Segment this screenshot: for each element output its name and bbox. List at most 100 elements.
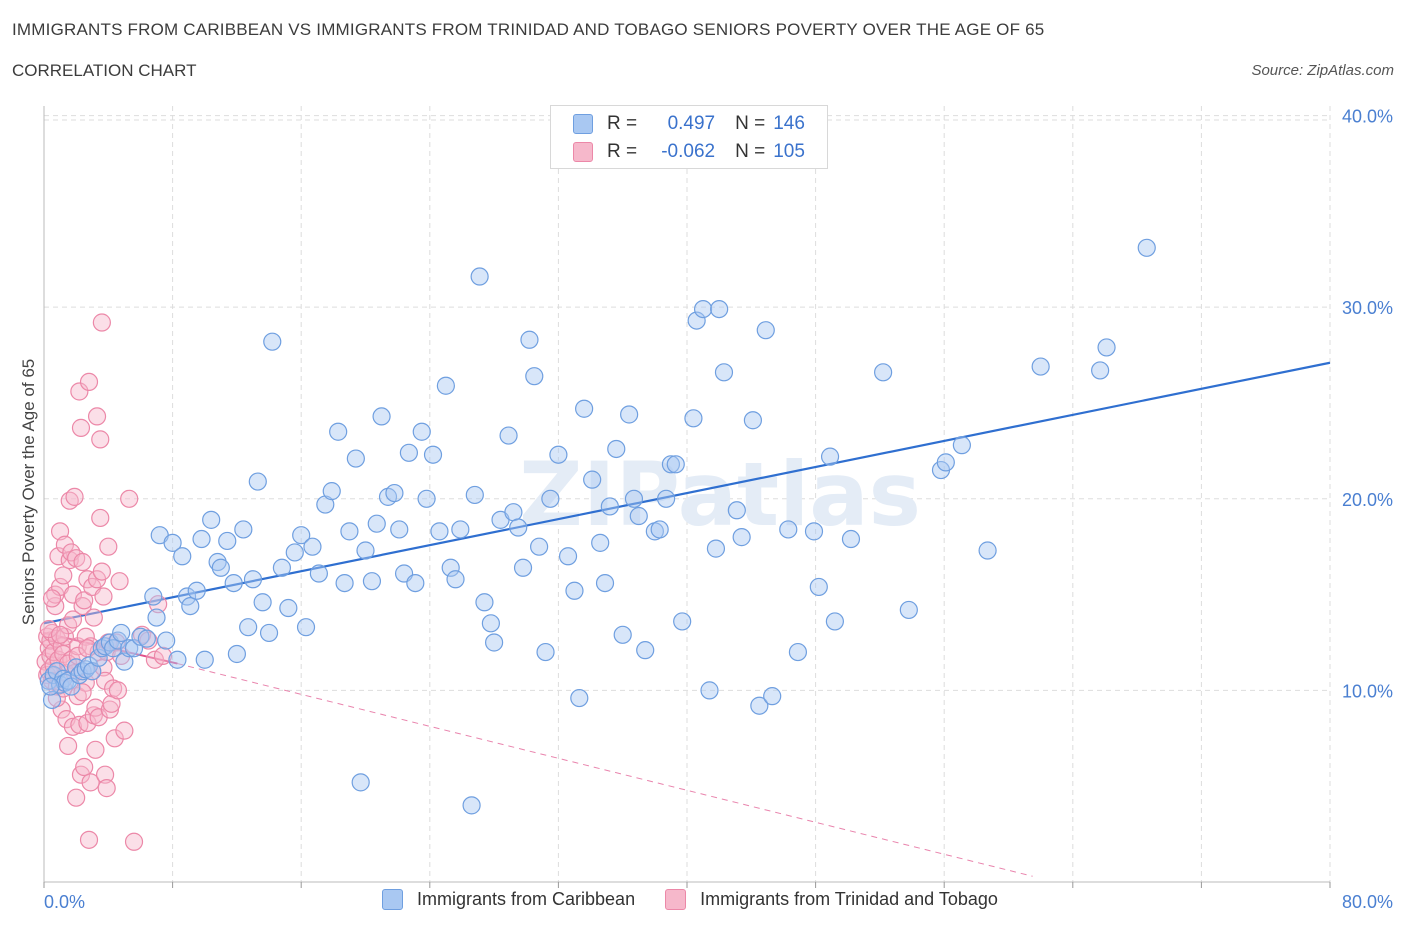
data-point-trinidad: [86, 740, 105, 759]
data-point-caribbean: [809, 577, 828, 597]
data-point-caribbean: [372, 407, 391, 426]
data-point-caribbean: [841, 529, 861, 549]
data-point-caribbean: [243, 570, 263, 589]
data-point-caribbean: [874, 363, 893, 382]
data-point-caribbean: [137, 629, 156, 648]
data-point-caribbean: [549, 445, 568, 464]
data-point-caribbean: [362, 572, 382, 591]
data-point-trinidad: [42, 589, 62, 608]
data-point-caribbean: [259, 623, 279, 643]
data-point-caribbean: [687, 311, 706, 330]
data-point-caribbean: [788, 642, 808, 662]
data-point-caribbean: [620, 405, 639, 424]
data-point-caribbean: [706, 539, 726, 558]
data-point-caribbean: [465, 485, 484, 505]
data-point-trinidad: [79, 372, 99, 392]
data-point-trinidad: [41, 631, 60, 650]
data-point-caribbean: [575, 399, 594, 418]
y-tick-label: 10.0%: [1342, 681, 1393, 701]
data-point-caribbean: [629, 506, 648, 526]
data-point-caribbean: [211, 558, 230, 577]
data-point-trinidad: [59, 736, 78, 756]
data-point-caribbean: [779, 520, 798, 539]
data-point-caribbean: [303, 537, 322, 556]
data-point-trinidad: [73, 552, 92, 572]
data-point-caribbean: [666, 455, 685, 474]
data-point-trinidad: [81, 773, 100, 792]
data-point-caribbean: [234, 520, 253, 539]
data-point-caribbean: [253, 593, 272, 612]
data-point-caribbean: [195, 650, 214, 669]
data-point-caribbean: [636, 641, 655, 660]
data-point-caribbean: [124, 639, 144, 658]
data-point-trinidad: [71, 418, 91, 437]
x-tick-label: 0.0%: [44, 892, 85, 912]
data-point-trinidad: [63, 717, 83, 736]
data-point-caribbean: [470, 267, 489, 286]
data-point-caribbean: [168, 650, 187, 669]
data-point-trinidad: [92, 313, 111, 332]
data-point-caribbean: [504, 503, 523, 522]
data-point-caribbean: [208, 552, 227, 572]
data-point-caribbean: [272, 558, 292, 577]
data-point-trinidad: [95, 765, 115, 784]
data-point-caribbean: [163, 533, 182, 552]
data-point-caribbean: [820, 447, 840, 466]
data-point-trinidad: [84, 608, 103, 627]
data-point-trinidad: [99, 537, 118, 556]
bottom-legend: Immigrants from Caribbean Immigrants fro…: [382, 889, 1028, 910]
bottom-legend-label: Immigrants from Trinidad and Tobago: [700, 889, 998, 909]
legend-n-value: 146: [773, 113, 805, 134]
source-credit: Source: ZipAtlas.com: [1251, 62, 1394, 79]
data-point-caribbean: [192, 529, 211, 549]
bottom-legend-swatch-pink: [665, 889, 687, 910]
data-point-caribbean: [181, 596, 200, 616]
data-point-caribbean: [385, 483, 404, 503]
data-point-caribbean: [541, 489, 560, 508]
data-point-caribbean: [613, 625, 632, 644]
series-trinidad-tobago: [36, 313, 173, 851]
data-point-caribbean: [763, 687, 782, 706]
data-point-trinidad: [75, 757, 94, 777]
data-point-trinidad: [50, 522, 70, 541]
data-point-caribbean: [351, 773, 370, 792]
legend-r-label: R =: [607, 113, 638, 134]
data-point-trinidad: [124, 832, 144, 851]
data-point-caribbean: [239, 618, 258, 637]
data-point-caribbean: [661, 455, 681, 474]
trend-line-caribbean: [43, 361, 1331, 625]
data-point-caribbean: [144, 587, 163, 606]
data-point-caribbean: [591, 533, 610, 552]
data-point-trinidad: [97, 779, 116, 798]
y-tick-label: 30.0%: [1342, 298, 1393, 318]
y-tick-labels: 10.0% 20.0% 30.0% 40.0%: [1342, 107, 1393, 702]
data-point-caribbean: [309, 564, 328, 583]
data-point-caribbean: [513, 558, 533, 577]
data-point-caribbean: [1097, 338, 1116, 357]
data-point-caribbean: [607, 439, 626, 459]
data-point-caribbean: [600, 497, 619, 516]
data-point-caribbean: [710, 300, 729, 319]
data-point-caribbean: [565, 581, 584, 600]
data-point-caribbean: [147, 608, 166, 627]
data-point-caribbean: [509, 518, 528, 537]
data-point-caribbean: [248, 472, 267, 491]
data-point-trinidad: [52, 637, 71, 656]
data-point-caribbean: [367, 514, 386, 533]
legend-n-label: N =: [735, 113, 766, 134]
data-point-trinidad: [75, 591, 94, 610]
data-point-trinidad: [76, 627, 95, 646]
data-point-caribbean: [322, 482, 341, 501]
data-point-caribbean: [657, 489, 676, 508]
data-point-caribbean: [335, 573, 354, 593]
data-point-caribbean: [650, 520, 669, 539]
data-point-caribbean: [714, 363, 734, 382]
bottom-legend-swatch-blue: [382, 889, 403, 910]
data-point-caribbean: [520, 330, 539, 349]
data-point-caribbean: [218, 531, 237, 551]
legend-row-caribbean: R = 0.497 N = 146: [573, 112, 805, 136]
data-point-caribbean: [177, 587, 197, 606]
data-point-caribbean: [978, 541, 997, 560]
legend-swatch-pink: [573, 142, 593, 162]
